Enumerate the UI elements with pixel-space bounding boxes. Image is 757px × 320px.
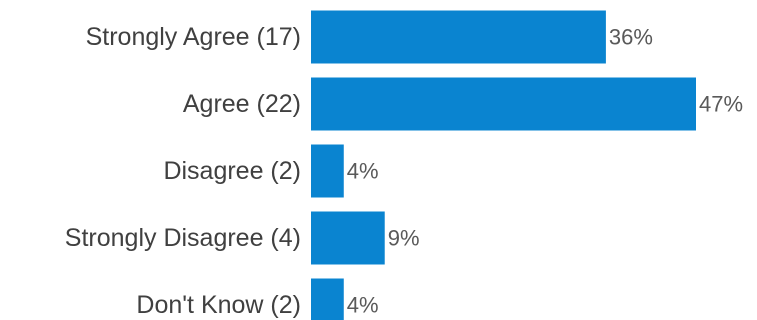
category-label: Agree (22) — [183, 90, 301, 118]
bars-layer — [311, 10, 696, 320]
bar-1 — [311, 77, 696, 131]
category-labels: Strongly Agree (17) Agree (22) Disagree (2… — [65, 23, 301, 319]
bar-4 — [311, 278, 344, 320]
bar-3 — [311, 211, 385, 265]
value-label: 36% — [609, 25, 653, 50]
bar-2 — [311, 144, 344, 198]
value-label: 4% — [347, 159, 379, 184]
value-labels: 36% 47% 4% 9% 4% — [347, 25, 743, 318]
category-label: Disagree (2) — [163, 157, 301, 185]
value-label: 4% — [347, 293, 379, 318]
bar-0 — [311, 10, 606, 64]
category-label: Strongly Agree (17) — [86, 23, 301, 51]
value-label: 47% — [699, 92, 743, 117]
value-label: 9% — [388, 226, 420, 251]
category-label: Strongly Disagree (4) — [65, 224, 301, 252]
category-label: Don't Know (2) — [136, 291, 301, 319]
